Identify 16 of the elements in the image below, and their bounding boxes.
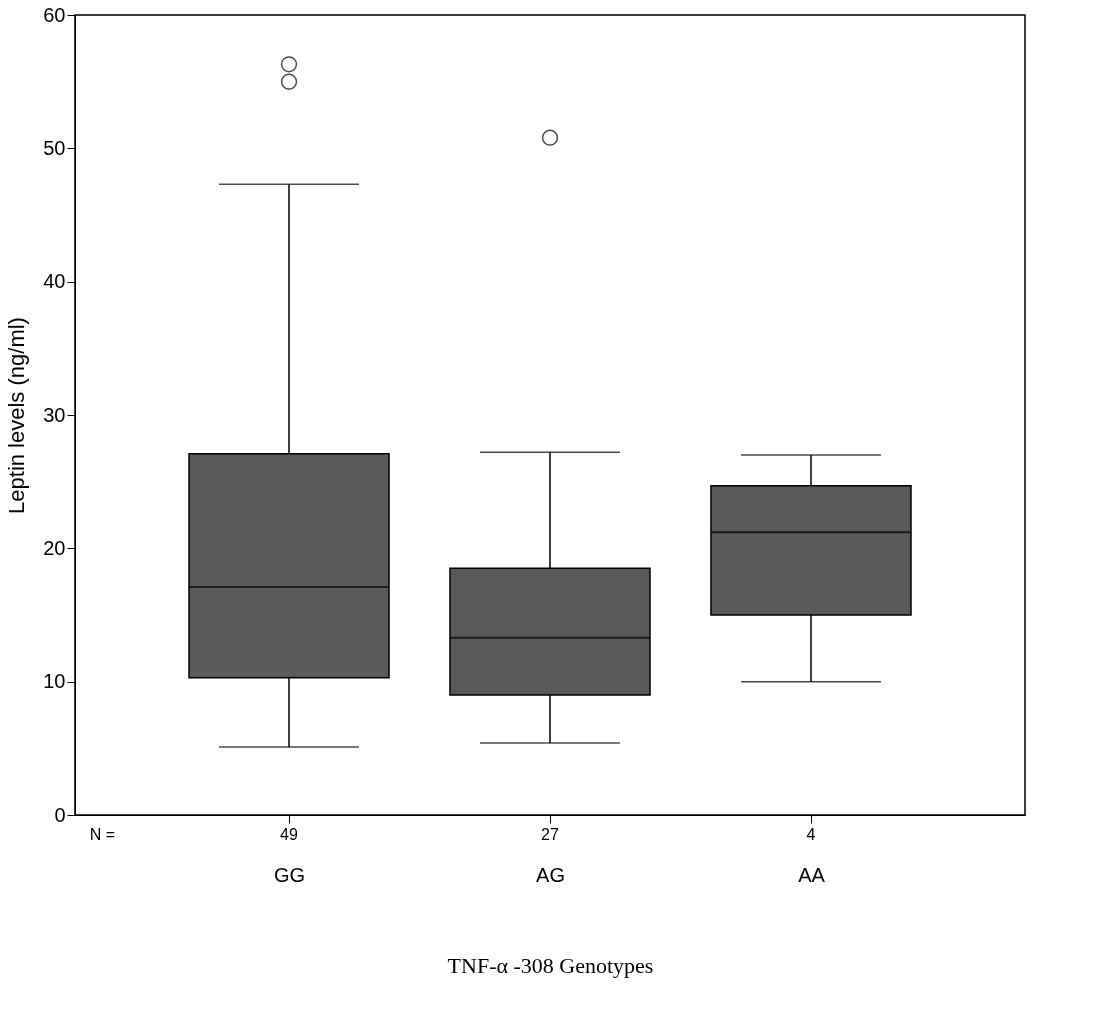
y-tick-label: 30: [43, 403, 66, 426]
y-axis-title: Leptin levels (ng/ml): [4, 317, 30, 514]
x-tick-label: GG: [273, 863, 306, 886]
y-tick-label: 0: [54, 803, 66, 826]
x-tick-label: AG: [536, 863, 565, 886]
y-tick-label: 50: [43, 136, 66, 159]
text: 27: [541, 826, 559, 843]
text: 4: [806, 826, 816, 843]
y-tick-label: 10: [43, 670, 66, 693]
text: 49: [280, 826, 299, 843]
text: N =: [89, 826, 115, 843]
x-axis-title: TNF-α -308 Genotypes: [447, 952, 654, 978]
y-tick-label: 40: [43, 270, 66, 293]
y-tick-label: 60: [43, 3, 66, 26]
y-tick-label: 20: [43, 536, 66, 559]
x-tick-label: AA: [798, 863, 826, 886]
